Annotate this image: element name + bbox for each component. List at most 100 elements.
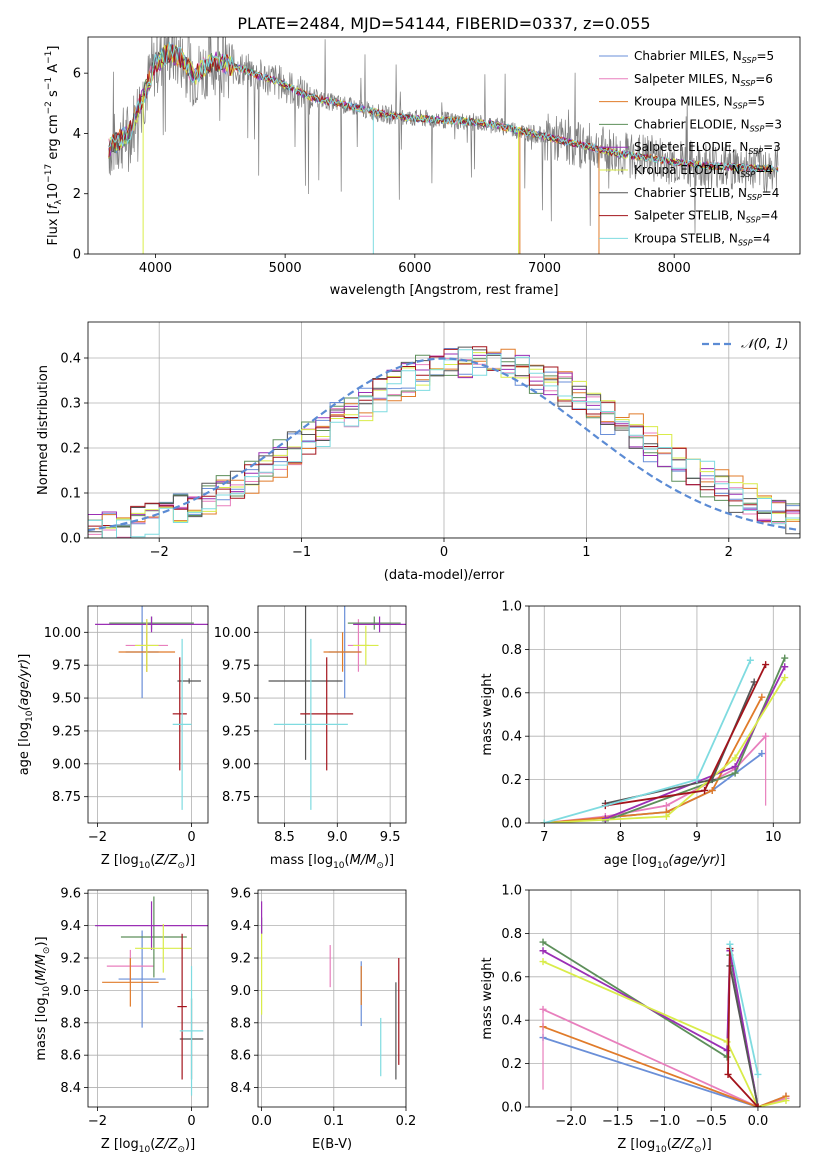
x-tick-label: 5000 [269,261,302,276]
legend-text: Salpeter STELIB, N [634,209,746,223]
legend-entry: Kroupa MILES, NSSP=5 [634,95,765,111]
legend-entry: Salpeter MILES, NSSP=6 [634,72,773,88]
histogram-salpeter-stelib [88,346,800,538]
label-part: ] [46,46,61,51]
y-tick-label: 1.0 [501,600,522,615]
y-tick-label: 10.00 [44,626,81,641]
legend-sub: SSP [742,56,757,65]
y-tick-label: 0.8 [501,643,522,658]
label-part: ⊙ [694,1145,702,1155]
label-part: ( [34,981,49,986]
x-axis-label: Z [log10(Z/Z⊙)] [101,853,195,871]
series-line-kroupa-elodie [544,677,786,823]
y-tick-label: 0.0 [501,1101,522,1116]
x-tick-label: −2.0 [555,1114,587,1129]
axes-frame [87,36,801,255]
x-axis-label: mass [log10(M/M⊙)] [270,853,394,871]
legend-text: Chabrier STELIB, N [634,186,747,200]
y-tick-label: 9.75 [222,659,251,674]
errorbar-chabrier-elodie [347,616,401,630]
legend-text: Chabrier ELODIE, N [634,117,750,131]
label-part: A [46,64,61,77]
y-tick-label: 9.25 [52,724,81,739]
legend-sub: SSP [748,147,763,156]
series-point [781,654,789,662]
label-part: age [log [604,853,657,868]
series-point [731,754,739,762]
y-tick-label: 2 [73,187,81,202]
y-tick-label: 4 [73,127,81,142]
series-point [731,769,739,777]
legend-sub: SSP [738,238,753,247]
x-tick-label: 0.1 [323,1114,344,1129]
label-part: M/M [34,954,49,981]
errorbar-kroupa-elodie [353,625,379,666]
model-line-kroupa-stelib [108,41,779,173]
y-tick-label: 8.8 [60,1016,81,1031]
legend-text: Kroupa STELIB, N [634,231,738,245]
legend-text: =4 [762,186,780,200]
legend-sub: SSP [747,193,762,202]
series-line-kroupa-stelib [729,944,759,1075]
y-tick-label: 8.4 [60,1081,81,1096]
label-part: )] [34,936,49,946]
x-tick-label: 8 [616,830,624,845]
y-tick-label: 9.0 [60,984,81,999]
series-point [539,938,547,946]
errorbar-salpeter-stelib [172,657,187,771]
series-line-chabrier-stelib [729,965,759,1107]
y-tick-label: 9.50 [52,692,81,707]
legend-text: =4 [755,163,773,177]
legend-entry: Chabrier STELIB, NSSP=4 [634,186,779,202]
y-tick-label: 9.00 [52,757,81,772]
normal-curve [88,357,800,532]
label-part: Z [log [617,1137,655,1152]
label-part: −1 [44,51,54,64]
label-part: ( [150,853,155,868]
series-line-salpeter-miles [542,1008,787,1107]
series-point [723,1047,731,1055]
mass-age-plot-area [258,606,406,823]
label-part: f [46,202,61,209]
series-line-salpeter-elodie [604,666,786,820]
label-part: −17 [44,164,54,183]
x-axis-label: wavelength [Angstrom, rest frame] [330,283,559,298]
label-part: M/M [350,853,377,868]
spectrum-plot-area [108,37,779,254]
x-axis-label: Z [log10(Z/Z⊙)] [617,1137,711,1155]
y-tick-label: 9.2 [60,952,81,967]
series-point [601,815,609,823]
label-part: )] [185,853,195,868]
series-point [746,656,754,664]
series-point [539,958,547,966]
y-axis-label: Flux [fλ10−17 erg cm−2 s−1 A−1] [44,46,64,246]
series-point [754,1103,762,1107]
legend-entry: Chabrier MILES, NSSP=5 [634,49,774,65]
legend-text: =4 [760,209,778,223]
label-part: mass [log [34,997,49,1060]
series-point [726,940,734,948]
errorbar-kroupa-elodie [135,924,192,973]
x-tick-label: −0.5 [695,1114,727,1129]
y-tick-label: 0.4 [60,352,81,367]
x-tick-label: −2 [88,830,107,845]
label-part: 10 [655,1145,667,1155]
label-part: 10 [139,861,151,871]
x-tick-label: 2 [725,545,733,560]
y-tick-label: 1.0 [501,884,522,899]
y-tick-label: 8.8 [230,1016,251,1031]
errorbar-salpeter-elodie [353,616,406,633]
x-tick-label: −1.0 [649,1114,681,1129]
legend-sub: SSP [741,79,756,88]
x-tick-label: 9.0 [327,830,348,845]
label-part: Z/Z [154,1137,178,1152]
x-tick-label: 0.0 [748,1114,769,1129]
errorbar-salpeter-stelib [177,933,187,1080]
label-part: )] [185,1137,195,1152]
x-tick-label: −1.5 [602,1114,634,1129]
x-tick-label: 0.2 [396,1114,417,1129]
label-part: Z [log [101,853,139,868]
series-point [724,1070,732,1078]
x-tick-label: 10 [765,830,782,845]
